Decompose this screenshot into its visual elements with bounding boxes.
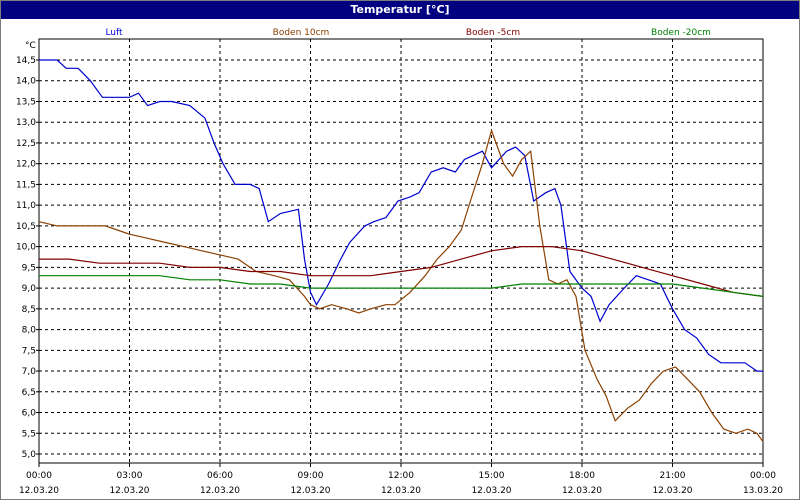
x-tick-date: 12.03.20 [109, 486, 149, 496]
y-tick-label: 5,0 [22, 450, 37, 460]
y-tick-label: 9,5 [22, 263, 36, 273]
y-tick-label: 11,0 [16, 201, 36, 211]
x-tick-time: 18:00 [569, 471, 595, 481]
x-tick-date: 12.03.20 [19, 486, 59, 496]
series-line-boden-5cm [39, 246, 764, 297]
legend: Luft Boden 10cm Boden -5cm Boden -20cm [105, 28, 711, 38]
x-tick-date: 12.03.20 [562, 486, 602, 496]
y-tick-label: 13,0 [16, 118, 36, 128]
y-tick-label: 11,5 [16, 180, 36, 190]
y-tick-label: 14,5 [16, 56, 36, 66]
y-tick-label: 14,0 [16, 77, 36, 87]
series-line-boden-20cm [39, 275, 764, 297]
window-title: Temperatur [°C] [1, 1, 799, 19]
x-tick-time: 15:00 [479, 471, 505, 481]
y-tick-label: 13,5 [16, 97, 36, 107]
axes: 14,5 14,0 13,5 13,0 12,5 12,0 11,5 11,0 10,5 10,0… [16, 38, 783, 496]
y-tick-label: 5,5 [22, 429, 36, 439]
x-tick-time: 09:00 [298, 471, 324, 481]
x-tick-time: 06:00 [207, 471, 233, 481]
x-tick-date: 12.03.20 [200, 486, 240, 496]
y-tick-label: 8,5 [22, 305, 36, 315]
x-tick-time: 00:00 [26, 471, 52, 481]
grid [39, 39, 763, 463]
y-tick-label: 6,0 [22, 409, 37, 419]
x-tick-date: 12.03.20 [290, 486, 330, 496]
x-tick-time: 12:00 [388, 471, 414, 481]
series-lines [38, 59, 764, 442]
x-tick-time: 03:00 [117, 471, 143, 481]
y-axis-unit: °C [25, 41, 36, 51]
y-tick-label: 10,0 [16, 243, 36, 253]
legend-entry-boden-5cm: Boden -5cm [466, 28, 520, 38]
y-tick-label: 8,0 [22, 326, 37, 336]
x-tick-date: 12.03.20 [381, 486, 421, 496]
x-tick-date: 12.03.20 [471, 486, 511, 496]
y-tick-label: 10,5 [16, 222, 36, 232]
x-tick-date: 12.03.20 [652, 486, 692, 496]
y-tick-label: 9,0 [22, 284, 37, 294]
legend-entry-boden-20cm: Boden -20cm [651, 28, 711, 38]
y-tick-label: 6,5 [22, 388, 36, 398]
y-tick-label: 7,5 [22, 346, 36, 356]
x-tick-time: 21:00 [660, 471, 686, 481]
series-line-luft [39, 59, 763, 372]
x-tick-time: 00:00 [750, 471, 776, 481]
series-line-boden-10cm [38, 128, 764, 442]
y-tick-label: 12,0 [16, 160, 36, 170]
x-tick-date: 13.03.20 [743, 486, 783, 496]
y-tick-label: 7,0 [22, 367, 37, 377]
legend-entry-boden-10cm: Boden 10cm [273, 28, 330, 38]
legend-entry-luft: Luft [105, 28, 123, 38]
y-tick-label: 12,5 [16, 139, 36, 149]
